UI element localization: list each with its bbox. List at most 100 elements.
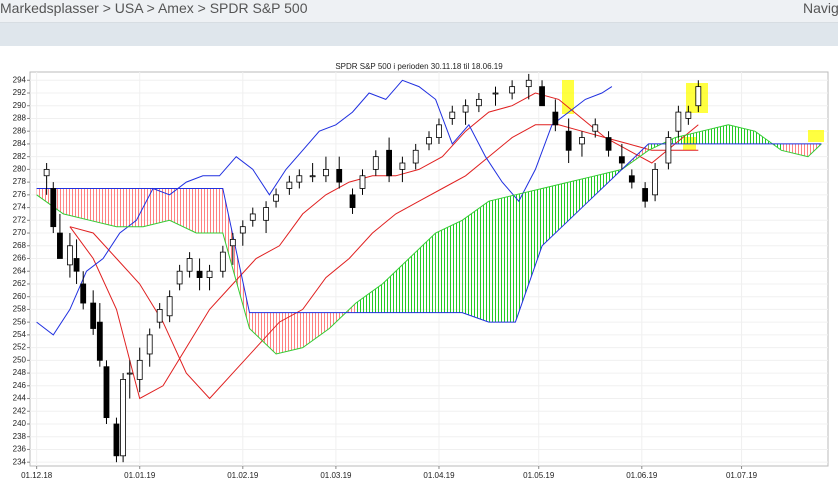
candle-body xyxy=(592,124,599,132)
cloud xyxy=(409,233,436,313)
highlight xyxy=(562,80,574,114)
x-tick-label: 01.04.19 xyxy=(423,471,455,480)
cloud xyxy=(355,283,383,313)
toolbar-band xyxy=(0,23,838,46)
y-tick-label: 244 xyxy=(13,394,27,403)
y-tick-label: 288 xyxy=(13,114,27,123)
cloud xyxy=(63,188,90,221)
chart: SPDR S&P 500 i perioden 30.11.18 til 18.… xyxy=(13,62,829,480)
breadcrumb[interactable]: Markedsplasser > USA > Amex > SPDR S&P 5… xyxy=(0,0,308,16)
cloud xyxy=(435,220,463,313)
cloud xyxy=(196,188,223,234)
y-tick-label: 294 xyxy=(13,75,27,84)
candle-body xyxy=(618,156,625,164)
candle-body xyxy=(492,92,499,95)
candle-body xyxy=(166,296,173,317)
y-tick-label: 292 xyxy=(13,88,27,97)
candle-body xyxy=(475,98,482,107)
candle-body xyxy=(399,162,406,170)
y-tick-label: 238 xyxy=(13,432,27,441)
candle-body xyxy=(628,175,635,183)
candle-body xyxy=(206,270,213,278)
candle-body xyxy=(239,226,246,234)
candle-body xyxy=(186,258,193,272)
candle-body xyxy=(273,194,279,202)
candle-body xyxy=(539,86,545,107)
candle-body xyxy=(286,181,293,189)
cloud xyxy=(36,188,64,214)
line xyxy=(36,79,613,336)
candle-body xyxy=(156,309,163,323)
y-tick-label: 268 xyxy=(13,241,27,250)
x-tick-label: 01.03.19 xyxy=(320,471,352,480)
x-tick-label: 01.06.19 xyxy=(626,471,658,480)
plot xyxy=(36,73,822,463)
cloud xyxy=(89,188,117,227)
x-tick-label: 01.05.19 xyxy=(523,471,555,480)
cloud xyxy=(222,188,250,329)
cloud xyxy=(382,258,410,313)
candle-body xyxy=(412,149,419,164)
candle-body xyxy=(426,137,432,145)
candle-body xyxy=(509,86,516,94)
candle-body xyxy=(90,302,97,329)
y-tick-label: 272 xyxy=(13,215,27,224)
y-tick-label: 256 xyxy=(13,317,27,326)
y-tick-label: 266 xyxy=(13,254,27,263)
candle-body xyxy=(196,270,203,278)
candle-body xyxy=(462,105,469,113)
candle-body xyxy=(229,239,236,247)
x-tick-label: 01.12.18 xyxy=(21,471,53,480)
candle-body xyxy=(359,175,366,189)
candle-body xyxy=(176,270,183,285)
y-tick-label: 254 xyxy=(13,330,27,339)
y-tick-label: 276 xyxy=(13,190,27,199)
cloud xyxy=(515,188,543,323)
cloud xyxy=(249,312,277,354)
candle-body xyxy=(323,168,329,177)
candle-body xyxy=(103,366,110,419)
cloud xyxy=(568,175,596,221)
y-tick-label: 250 xyxy=(13,355,27,364)
y-tick-label: 252 xyxy=(13,343,27,352)
y-tick-label: 286 xyxy=(13,126,27,135)
candle-body xyxy=(652,168,658,196)
cloud xyxy=(542,182,569,246)
y-tick-label: 236 xyxy=(13,445,27,454)
y-tick-label: 280 xyxy=(13,164,27,173)
candle-body xyxy=(525,79,532,88)
candle-body xyxy=(136,359,143,380)
top-bar: Markedsplasser > USA > Amex > SPDR S&P 5… xyxy=(0,0,838,23)
highlight xyxy=(808,130,824,142)
y-tick-label: 260 xyxy=(13,292,27,301)
candle-body xyxy=(57,232,63,259)
line xyxy=(69,124,699,400)
y-tick-label: 242 xyxy=(13,406,27,415)
candle-body xyxy=(249,213,256,221)
candle-body xyxy=(605,137,612,151)
cloud xyxy=(143,188,170,227)
y-tick-label: 264 xyxy=(13,266,27,275)
candle-body xyxy=(43,168,50,177)
y-tick-label: 246 xyxy=(13,381,27,390)
cloud xyxy=(462,201,489,323)
candle-body xyxy=(642,188,649,202)
candle-body xyxy=(67,245,73,266)
y-tick-label: 240 xyxy=(13,419,27,428)
candle-body xyxy=(73,258,80,272)
candle-body xyxy=(309,175,316,178)
candle-body xyxy=(80,283,87,304)
candle-body xyxy=(126,372,133,375)
y-tick-label: 270 xyxy=(13,228,27,237)
cloud xyxy=(169,188,197,234)
candle-body xyxy=(219,251,226,272)
y-tick-label: 262 xyxy=(13,279,27,288)
navigation[interactable]: Navig xyxy=(803,0,838,16)
candle-body xyxy=(675,111,682,132)
cloud xyxy=(116,188,144,227)
y-tick-label: 248 xyxy=(13,368,27,377)
candle-body xyxy=(436,124,442,138)
candle-body xyxy=(120,379,126,457)
cloud xyxy=(276,312,303,354)
